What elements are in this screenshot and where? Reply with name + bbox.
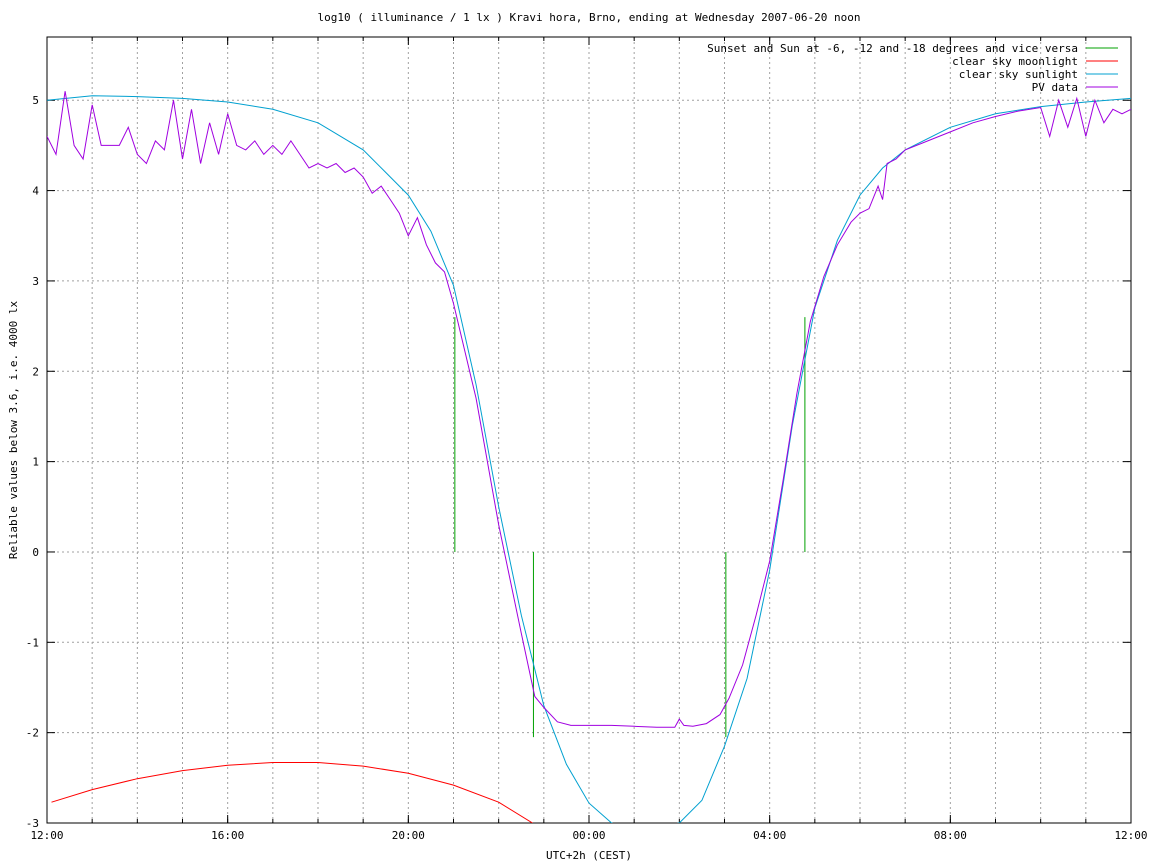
- y-tick-label: 5: [32, 94, 39, 107]
- y-tick-label: -3: [26, 817, 39, 830]
- chart-title: log10 ( illuminance / 1 lx ) Kravi hora,…: [317, 11, 860, 24]
- series-line-3: [47, 91, 1131, 728]
- x-tick-label: 08:00: [934, 829, 967, 842]
- x-tick-label: 04:00: [753, 829, 786, 842]
- legend-label: clear sky moonlight: [952, 55, 1078, 68]
- series-line-2: [47, 95, 1131, 823]
- plot-border: [46, 36, 1132, 824]
- x-tick-label: 12:00: [1114, 829, 1147, 842]
- x-tick-label: 12:00: [30, 829, 63, 842]
- y-tick-label: 1: [32, 456, 39, 469]
- y-tick-label: -1: [26, 636, 39, 649]
- y-tick-label: 0: [32, 546, 39, 559]
- y-tick-label: 3: [32, 275, 39, 288]
- y-tick-label: 4: [32, 185, 39, 198]
- legend-label: clear sky sunlight: [959, 68, 1078, 81]
- grid-lines: [47, 37, 1131, 823]
- y-axis-label: Reliable values below 3.6, i.e. 4000 lx: [7, 300, 20, 559]
- legend: Sunset and Sun at -6, -12 and -18 degree…: [707, 42, 1118, 94]
- y-tick-label: -2: [26, 727, 39, 740]
- legend-label: Sunset and Sun at -6, -12 and -18 degree…: [707, 42, 1078, 55]
- axis-ticks: 12:00 16:00 20:00 00:00 04:00 08:00 12:00 5 4 3 2 1…: [26, 37, 1148, 842]
- plot-series: [47, 91, 1131, 823]
- x-axis-label: UTC+2h (CEST): [546, 849, 632, 862]
- x-tick-label: 16:00: [211, 829, 244, 842]
- y-tick-label: 2: [32, 365, 39, 378]
- series-line-1: [51, 762, 533, 823]
- x-tick-label: 20:00: [392, 829, 425, 842]
- legend-label: PV data: [1032, 81, 1078, 94]
- x-tick-label: 00:00: [572, 829, 605, 842]
